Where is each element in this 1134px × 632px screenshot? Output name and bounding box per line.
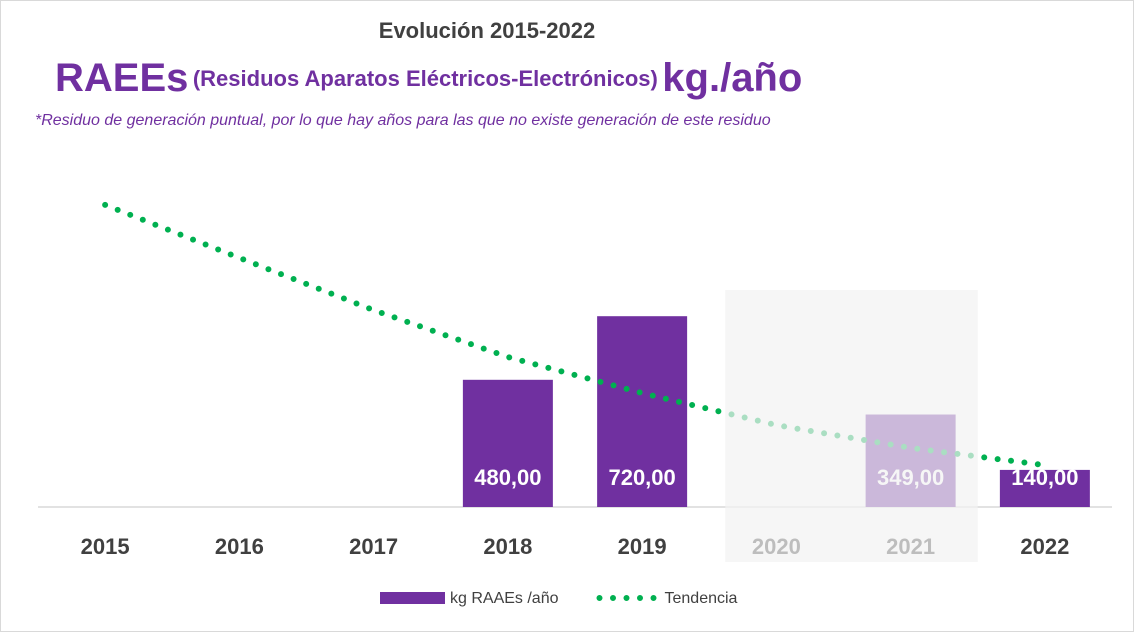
x-tick-label: 2018	[483, 534, 532, 559]
x-tick-label: 2022	[1020, 534, 1069, 559]
title-part: RAEEs	[55, 56, 188, 100]
chart-note: *Residuo de generación puntual, por lo q…	[35, 112, 771, 129]
value-label: 140,00	[1011, 465, 1078, 490]
x-tick-label: 2015	[81, 534, 130, 559]
chart-subtitle: Evolución 2015-2022	[379, 18, 595, 43]
shaded-region	[725, 290, 978, 562]
title-part: kg./año	[662, 56, 802, 100]
value-label: 720,00	[608, 465, 675, 490]
legend-label: kg RAAEs /año	[450, 590, 559, 607]
bar	[597, 316, 688, 507]
x-tick-label: 2019	[618, 534, 667, 559]
bar	[999, 469, 1090, 507]
legend-label: Tendencia	[665, 590, 738, 607]
x-tick-label: 2017	[349, 534, 398, 559]
legend-swatch	[380, 592, 445, 604]
title-part: (Residuos Aparatos Eléctricos-Electrónic…	[193, 66, 658, 91]
value-label: 480,00	[474, 465, 541, 490]
bar	[462, 379, 553, 507]
x-tick-label: 2016	[215, 534, 264, 559]
chart-title: RAEEs (Residuos Aparatos Eléctricos-Elec…	[55, 56, 802, 100]
